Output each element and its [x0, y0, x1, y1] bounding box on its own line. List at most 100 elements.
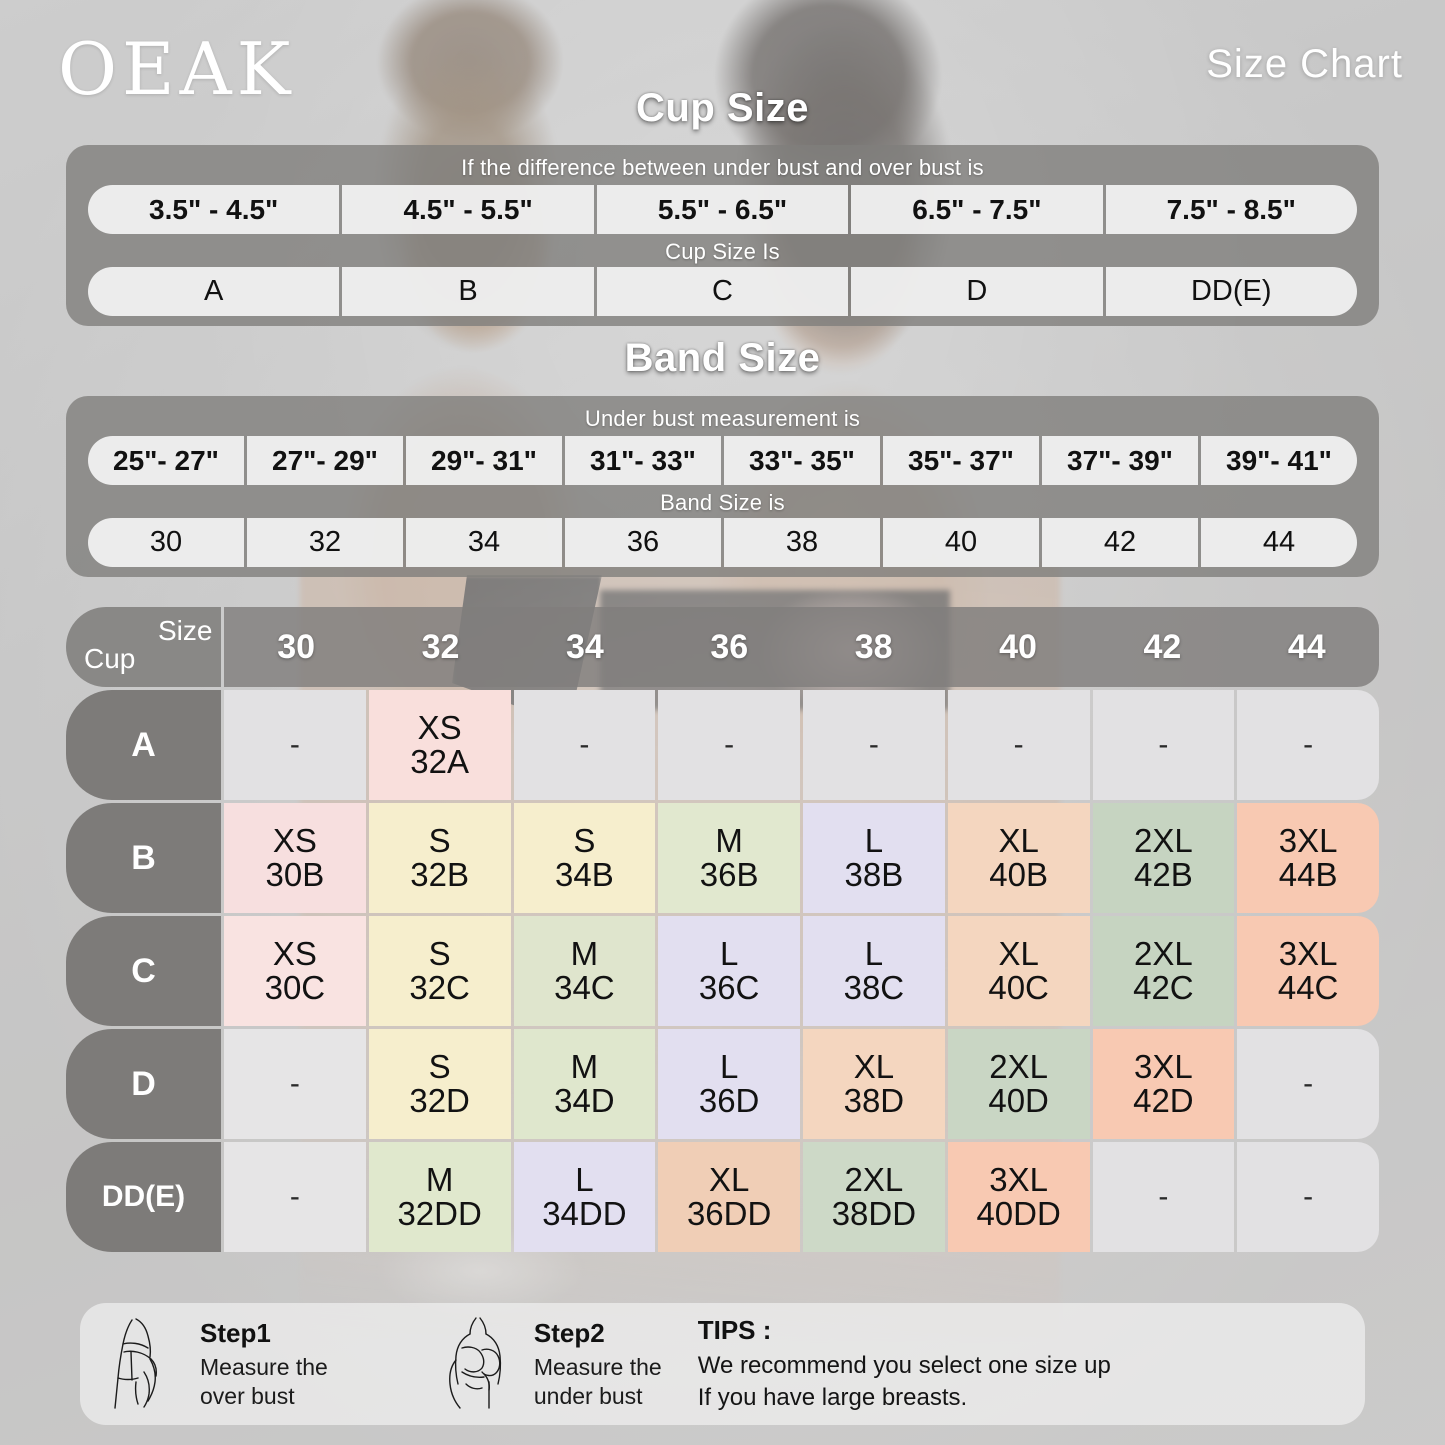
- table-row: A - XS 32A - - - - - -: [66, 690, 1379, 800]
- matrix-cell-36-B: M 36B: [658, 803, 800, 913]
- matrix-cell-30-C: XS 30C: [224, 916, 366, 1026]
- matrix-cell-34-D: M 34D: [513, 1029, 656, 1139]
- matrix-col-header-44: 44: [1287, 627, 1326, 666]
- matrix-cell-30-D: -: [224, 1029, 366, 1139]
- band-range-cell-2: 29"- 31": [406, 436, 562, 485]
- matrix-row-label-D: D: [66, 1029, 221, 1139]
- matrix-cell-40-A: -: [947, 690, 1090, 800]
- matrix-corner-size-label: Size: [158, 615, 213, 646]
- cell-size-label: XL: [998, 935, 1039, 973]
- cell-code-label: 36DD: [686, 1195, 772, 1232]
- matrix-cell-38-B: L 38B: [803, 803, 945, 913]
- matrix-row-cells: XS 30C S 32C M 34C L 36C L 38C XL 40C 2XL 42C 3XL 44C: [224, 916, 1379, 1026]
- cup-value-cell-3: D: [851, 267, 1103, 316]
- cell-size-label: M: [425, 1161, 454, 1199]
- cell-size-label: -: [1013, 727, 1024, 761]
- cup-value-cell-0: A: [88, 267, 340, 316]
- cell-code-label: 40D: [988, 1082, 1049, 1119]
- matrix-cell-32-DD(E): M 32DD: [368, 1142, 511, 1252]
- cell-size-label: S: [573, 822, 596, 860]
- matrix-row-cells: XS 30B S 32B S 34B M 36B L 38B XL 40B 2XL 42B 3XL 44B: [224, 803, 1379, 913]
- cell-size-label: 3XL: [1134, 1048, 1193, 1086]
- matrix-col-header-42: 42: [1143, 627, 1182, 666]
- band-value-cell-5: 40: [883, 518, 1039, 567]
- cell-code-label: 32D: [409, 1082, 470, 1119]
- matrix-cell-36-DD(E): XL 36DD: [658, 1142, 800, 1252]
- matrix-cell-38-DD(E): 2XL 38DD: [803, 1142, 945, 1252]
- cell-size-label: -: [289, 1066, 300, 1100]
- cell-size-label: 3XL: [989, 1161, 1048, 1199]
- footer-bar: Step1 Measure the over bust: [80, 1303, 1365, 1425]
- cell-code-label: 32A: [410, 743, 469, 780]
- cell-size-label: S: [428, 822, 451, 860]
- cell-size-label: -: [289, 727, 300, 761]
- cup-value-cell-4: DD(E): [1105, 267, 1357, 316]
- matrix-cell-36-D: L 36D: [658, 1029, 800, 1139]
- matrix-row-label-A: A: [66, 690, 221, 800]
- cell-size-label: -: [289, 1179, 300, 1213]
- over-bust-figure-icon: [114, 1318, 157, 1409]
- band-range-cell-0: 25"- 27": [88, 436, 244, 485]
- step1-line2: over bust: [200, 1382, 295, 1409]
- table-row: DD(E) - M 32DD L 34DD XL 36DD 2XL 38DD 3XL 40DD - -: [66, 1142, 1379, 1252]
- matrix-cell-30-DD(E): -: [224, 1142, 366, 1252]
- brand-logo: OEAK: [58, 27, 296, 111]
- cell-code-label: 32C: [409, 969, 470, 1006]
- matrix-cell-44-A: -: [1237, 690, 1379, 800]
- cell-size-label: S: [428, 1048, 451, 1086]
- cell-size-label: XL: [708, 1161, 750, 1199]
- cell-size-label: XS: [417, 709, 462, 747]
- matrix-cell-34-C: M 34C: [513, 916, 656, 1026]
- band-value-cell-1: 32: [247, 518, 403, 567]
- step1-block: Step1 Measure the over bust: [80, 1314, 328, 1414]
- cell-size-label: -: [1158, 727, 1169, 761]
- matrix-cell-42-B: 2XL 42B: [1092, 803, 1235, 913]
- cell-size-label: XS: [272, 935, 317, 973]
- matrix-column-headers: 30 32 34 36 38 40 42 44: [224, 607, 1379, 687]
- cell-code-label: 40B: [989, 856, 1048, 893]
- cell-code-label: 44B: [1278, 856, 1338, 893]
- band-range-cell-3: 31"- 33": [565, 436, 721, 485]
- cell-size-label: XS: [272, 822, 317, 860]
- tips-line1: We recommend you select one size up: [697, 1352, 1111, 1380]
- matrix-cell-32-C: S 32C: [368, 916, 511, 1026]
- band-value-row: 30 32 34 36 38 40 42 44: [88, 518, 1357, 567]
- matrix-cell-44-C: 3XL 44C: [1237, 916, 1379, 1026]
- matrix-cell-30-A: -: [224, 690, 366, 800]
- cell-code-label: 34DD: [542, 1195, 627, 1232]
- step1-text: Step1 Measure the over bust: [200, 1318, 328, 1411]
- band-range-cell-4: 33"- 35": [724, 436, 880, 485]
- cell-size-label: M: [570, 935, 599, 973]
- cell-code-label: 30C: [264, 969, 326, 1006]
- cell-size-label: -: [579, 727, 590, 761]
- cup-size-panel: If the difference between under bust and…: [66, 145, 1379, 326]
- cup-range-cell-0: 3.5" - 4.5": [88, 185, 340, 234]
- matrix-cell-42-D: 3XL 42D: [1092, 1029, 1235, 1139]
- cell-size-label: 2XL: [1134, 935, 1193, 973]
- cell-code-label: 38D: [843, 1082, 905, 1119]
- matrix-cell-42-A: -: [1092, 690, 1235, 800]
- matrix-cell-42-DD(E): -: [1092, 1142, 1235, 1252]
- table-row: D - S 32D M 34D L 36D XL 38D 2XL 40D 3XL 42D -: [66, 1029, 1379, 1139]
- matrix-col-header-40: 40: [999, 627, 1037, 666]
- cell-size-label: -: [1158, 1179, 1169, 1213]
- tips-block: TIPS : We recommend you select one size …: [698, 1315, 1111, 1412]
- tips-line2: If you have large breasts.: [697, 1383, 968, 1411]
- matrix-col-header-36: 36: [710, 627, 749, 666]
- cell-size-label: L: [719, 935, 739, 973]
- matrix-cell-36-C: L 36C: [658, 916, 800, 1026]
- matrix-row-cells: - S 32D M 34D L 36D XL 38D 2XL 40D 3XL 42D -: [224, 1029, 1379, 1139]
- matrix-cell-38-D: XL 38D: [803, 1029, 945, 1139]
- table-row: B XS 30B S 32B S 34B M 36B L 38B XL 40B 2XL 42B 3XL 44B: [66, 803, 1379, 913]
- matrix-cell-40-B: XL 40B: [947, 803, 1090, 913]
- step1-line1: Measure the: [200, 1353, 328, 1380]
- band-value-cell-3: 36: [565, 518, 721, 567]
- cell-code-label: 38C: [843, 969, 905, 1006]
- cup-range-cell-2: 5.5" - 6.5": [596, 185, 849, 234]
- matrix-cell-32-B: S 32B: [368, 803, 511, 913]
- matrix-cell-38-C: L 38C: [803, 916, 945, 1026]
- cup-caption-top: If the difference between under bust and…: [461, 155, 984, 180]
- cell-code-label: 42D: [1133, 1082, 1194, 1119]
